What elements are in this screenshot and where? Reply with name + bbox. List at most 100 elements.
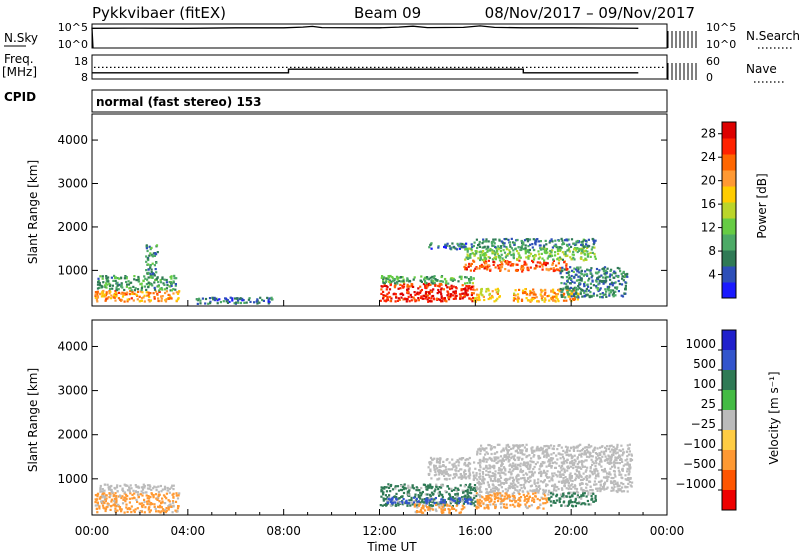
range-cell <box>458 511 461 514</box>
range-cell <box>424 281 427 284</box>
range-cell <box>553 485 556 488</box>
range-cell <box>526 250 529 253</box>
range-cell <box>415 502 418 505</box>
range-cell <box>102 281 105 284</box>
range-cell <box>494 479 497 483</box>
range-cell <box>113 504 116 507</box>
range-cell <box>503 506 506 509</box>
range-cell <box>399 287 402 290</box>
range-cell <box>422 297 425 300</box>
range-cell <box>599 446 602 449</box>
range-cell <box>398 298 401 301</box>
range-cell <box>564 254 567 258</box>
range-cell <box>143 275 146 278</box>
range-cell <box>482 265 485 268</box>
range-cell <box>125 277 128 280</box>
range-cell <box>540 464 543 468</box>
range-cell <box>517 457 521 460</box>
range-cell <box>537 240 541 243</box>
range-cell <box>516 263 519 266</box>
range-cell <box>101 504 105 507</box>
range-cell <box>596 276 600 279</box>
x-tick-label: 16:00 <box>458 524 493 538</box>
range-cell <box>545 485 548 488</box>
range-cell <box>499 484 502 487</box>
range-cell <box>99 284 102 287</box>
range-cell <box>439 280 442 283</box>
range-cell <box>569 245 573 248</box>
range-cell <box>609 450 612 453</box>
range-cell <box>530 449 533 452</box>
range-cell <box>128 298 131 301</box>
range-cell <box>496 292 499 295</box>
range-cell <box>463 495 466 498</box>
range-cell <box>547 255 550 258</box>
range-cell <box>437 502 440 505</box>
range-cell <box>397 504 400 507</box>
range-cell <box>267 299 270 302</box>
range-cell <box>554 293 558 296</box>
range-cell <box>97 492 100 495</box>
range-cell <box>124 500 127 503</box>
range-cell <box>545 243 548 246</box>
range-cell <box>479 256 482 259</box>
range-cell <box>475 474 478 477</box>
range-cell <box>505 491 508 494</box>
range-cell <box>135 491 138 494</box>
range-cell <box>610 444 613 447</box>
range-cell <box>383 486 386 489</box>
range-cell <box>531 291 534 294</box>
range-cell <box>432 294 435 298</box>
range-cell <box>485 488 488 491</box>
range-cell <box>391 496 394 499</box>
range-cell <box>168 294 171 297</box>
range-cell <box>389 295 392 299</box>
range-cell <box>110 504 113 508</box>
range-cell <box>550 444 553 447</box>
range-cell <box>535 264 538 267</box>
range-cell <box>506 449 509 452</box>
range-cell <box>174 284 177 287</box>
range-cell <box>584 270 587 273</box>
range-cell <box>589 470 592 473</box>
range-cell <box>582 460 585 463</box>
range-cell <box>545 454 548 457</box>
range-cell <box>591 460 594 463</box>
range-cell <box>580 277 583 280</box>
range-cell <box>585 287 588 291</box>
range-cell <box>138 295 141 298</box>
range-cell <box>551 472 554 475</box>
range-cell <box>494 288 497 291</box>
range-cell <box>621 469 624 472</box>
range-cell <box>512 464 515 467</box>
range-cell <box>591 455 594 458</box>
range-cell <box>603 450 606 453</box>
range-cell <box>568 495 571 498</box>
range-cell <box>463 469 466 472</box>
range-cell <box>519 470 522 473</box>
range-cell <box>544 291 547 294</box>
range-cell <box>614 290 617 293</box>
range-cell <box>413 500 416 503</box>
range-cell <box>115 505 118 508</box>
range-cell <box>486 265 489 268</box>
range-cell <box>627 479 630 482</box>
range-cell <box>565 264 568 267</box>
range-cell <box>606 461 609 464</box>
range-cell <box>516 456 519 459</box>
range-cell <box>531 259 534 262</box>
range-cell <box>101 277 104 280</box>
range-cell <box>621 460 624 463</box>
range-cell <box>616 461 619 465</box>
range-cell <box>500 501 503 504</box>
range-cell <box>476 296 479 299</box>
range-cell <box>413 503 417 506</box>
range-cell <box>617 456 620 460</box>
range-cell <box>593 252 596 256</box>
range-cell <box>497 245 500 248</box>
range-cell <box>136 298 139 301</box>
range-cell <box>455 489 459 492</box>
range-cell <box>463 461 467 465</box>
range-cell <box>97 279 100 283</box>
range-cell <box>457 497 460 500</box>
